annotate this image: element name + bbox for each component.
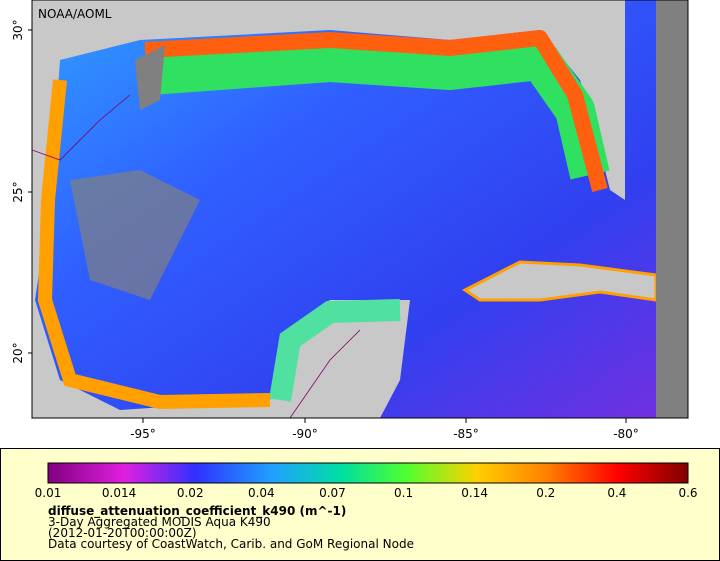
lat-label: 30° [11, 19, 25, 40]
legend-time: (2012-01-20T00:00:00Z) [48, 526, 197, 540]
map-frame [31, 0, 689, 419]
lon-label: -95° [130, 427, 156, 441]
border [32, 94, 131, 161]
cloud [135, 45, 165, 110]
colorbar-tick-label: 0.014 [102, 486, 136, 500]
colorbar-tick-label: 0.2 [536, 486, 555, 500]
colorbar-tick-label: 0.02 [177, 486, 204, 500]
colorbar-tick-label: 0.6 [678, 486, 697, 500]
attribution: NOAA/AOML [38, 7, 112, 21]
colorbar-tick-label: 0.4 [607, 486, 626, 500]
colorbar-tick-label: 0.07 [319, 486, 346, 500]
colorbar-tick-label: 0.01 [35, 486, 62, 500]
legend-credit: Data courtesy of CoastWatch, Carib. and … [48, 537, 414, 551]
lon-label: -90° [292, 427, 318, 441]
ocean [35, 0, 656, 418]
legend-title: diffuse_attenuation_coefficient_k490 (m^… [48, 504, 346, 519]
colorbar-tick-label: 0.04 [248, 486, 275, 500]
border [289, 329, 361, 418]
lat-label: 20° [11, 342, 25, 363]
axes: 30° 25° 20° -95° -90° -85° -80° [11, 19, 639, 441]
west-coast-band [37, 79, 271, 410]
colorbar-ticks: 0.01 0.014 0.02 0.04 0.07 0.1 0.14 0.2 0.4 0.6 [35, 486, 698, 500]
colorbar [47, 462, 689, 484]
lon-label: -80° [613, 427, 639, 441]
coastal-turbidity [144, 30, 608, 193]
no-data-strip [656, 0, 688, 418]
map: NOAA/AOML [32, 0, 688, 418]
colorbar-tick-label: 0.1 [394, 486, 413, 500]
colorbar-tick-label: 0.14 [461, 486, 488, 500]
yucatan-shelf [269, 299, 401, 402]
legend-subtitle: 3-Day Aggregated MODIS Aqua K490 [48, 515, 271, 529]
cloud [70, 170, 200, 300]
lat-label: 25° [11, 181, 25, 202]
lon-label: -85° [453, 427, 479, 441]
